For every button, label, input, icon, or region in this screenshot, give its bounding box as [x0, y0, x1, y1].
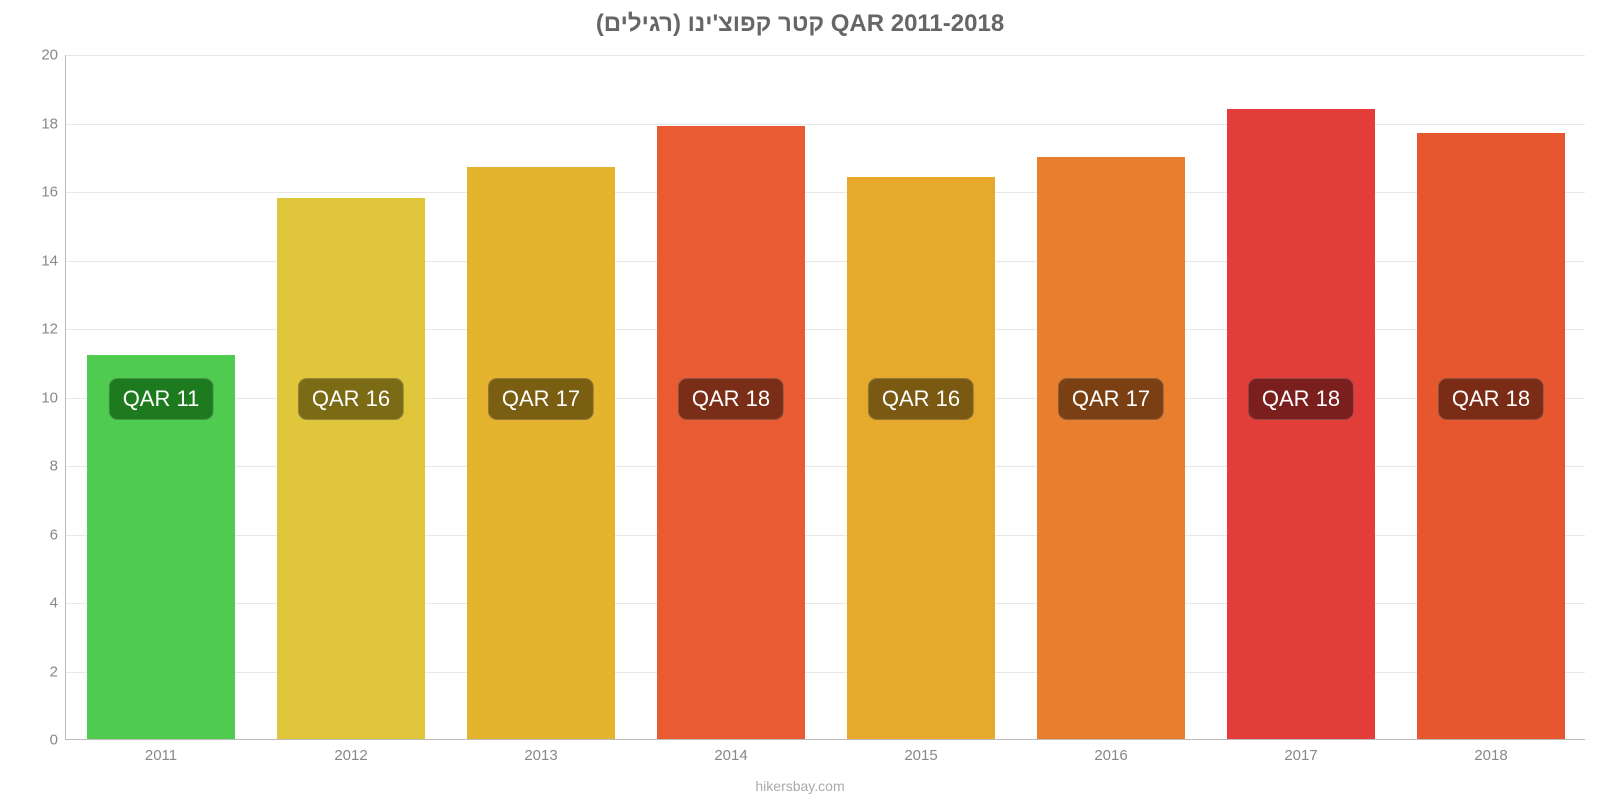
bar-value-badge: QAR 18 — [1248, 378, 1354, 420]
x-axis-label: 2015 — [904, 739, 937, 764]
y-axis-label: 20 — [26, 47, 66, 64]
x-axis-label: 2013 — [524, 739, 557, 764]
y-axis-label: 10 — [26, 389, 66, 406]
bar — [467, 167, 615, 739]
x-axis-label: 2011 — [145, 739, 177, 764]
x-axis-label: 2014 — [714, 739, 747, 764]
bar-value-badge: QAR 17 — [1058, 378, 1164, 420]
y-axis-label: 8 — [26, 458, 66, 475]
gridline — [66, 55, 1585, 56]
y-axis-label: 14 — [26, 252, 66, 269]
bar — [847, 177, 995, 739]
bar — [1227, 109, 1375, 739]
plot-area: 02468101214161820QAR 112011QAR 162012QAR… — [65, 55, 1585, 740]
bar-value-badge: QAR 18 — [678, 378, 784, 420]
y-axis-label: 6 — [26, 526, 66, 543]
bar — [657, 126, 805, 739]
x-axis-label: 2017 — [1284, 739, 1317, 764]
bar-value-badge: QAR 11 — [109, 378, 214, 420]
chart-title: קטר קפוצ'ינו (רגילים) QAR 2011-2018 — [0, 0, 1600, 38]
y-axis-label: 0 — [26, 732, 66, 749]
y-axis-label: 18 — [26, 115, 66, 132]
bar-value-badge: QAR 16 — [298, 378, 404, 420]
chart-credit: hikersbay.com — [755, 778, 844, 794]
bar-value-badge: QAR 18 — [1438, 378, 1544, 420]
x-axis-label: 2018 — [1474, 739, 1507, 764]
y-axis-label: 16 — [26, 184, 66, 201]
x-axis-label: 2012 — [334, 739, 367, 764]
y-axis-label: 12 — [26, 321, 66, 338]
bar-value-badge: QAR 17 — [488, 378, 594, 420]
bar — [1037, 157, 1185, 739]
y-axis-label: 4 — [26, 595, 66, 612]
bar — [1417, 133, 1565, 739]
x-axis-label: 2016 — [1094, 739, 1127, 764]
bar-value-badge: QAR 16 — [868, 378, 974, 420]
chart-container: קטר קפוצ'ינו (רגילים) QAR 2011-2018 0246… — [0, 0, 1600, 800]
bar — [277, 198, 425, 739]
y-axis-label: 2 — [26, 663, 66, 680]
